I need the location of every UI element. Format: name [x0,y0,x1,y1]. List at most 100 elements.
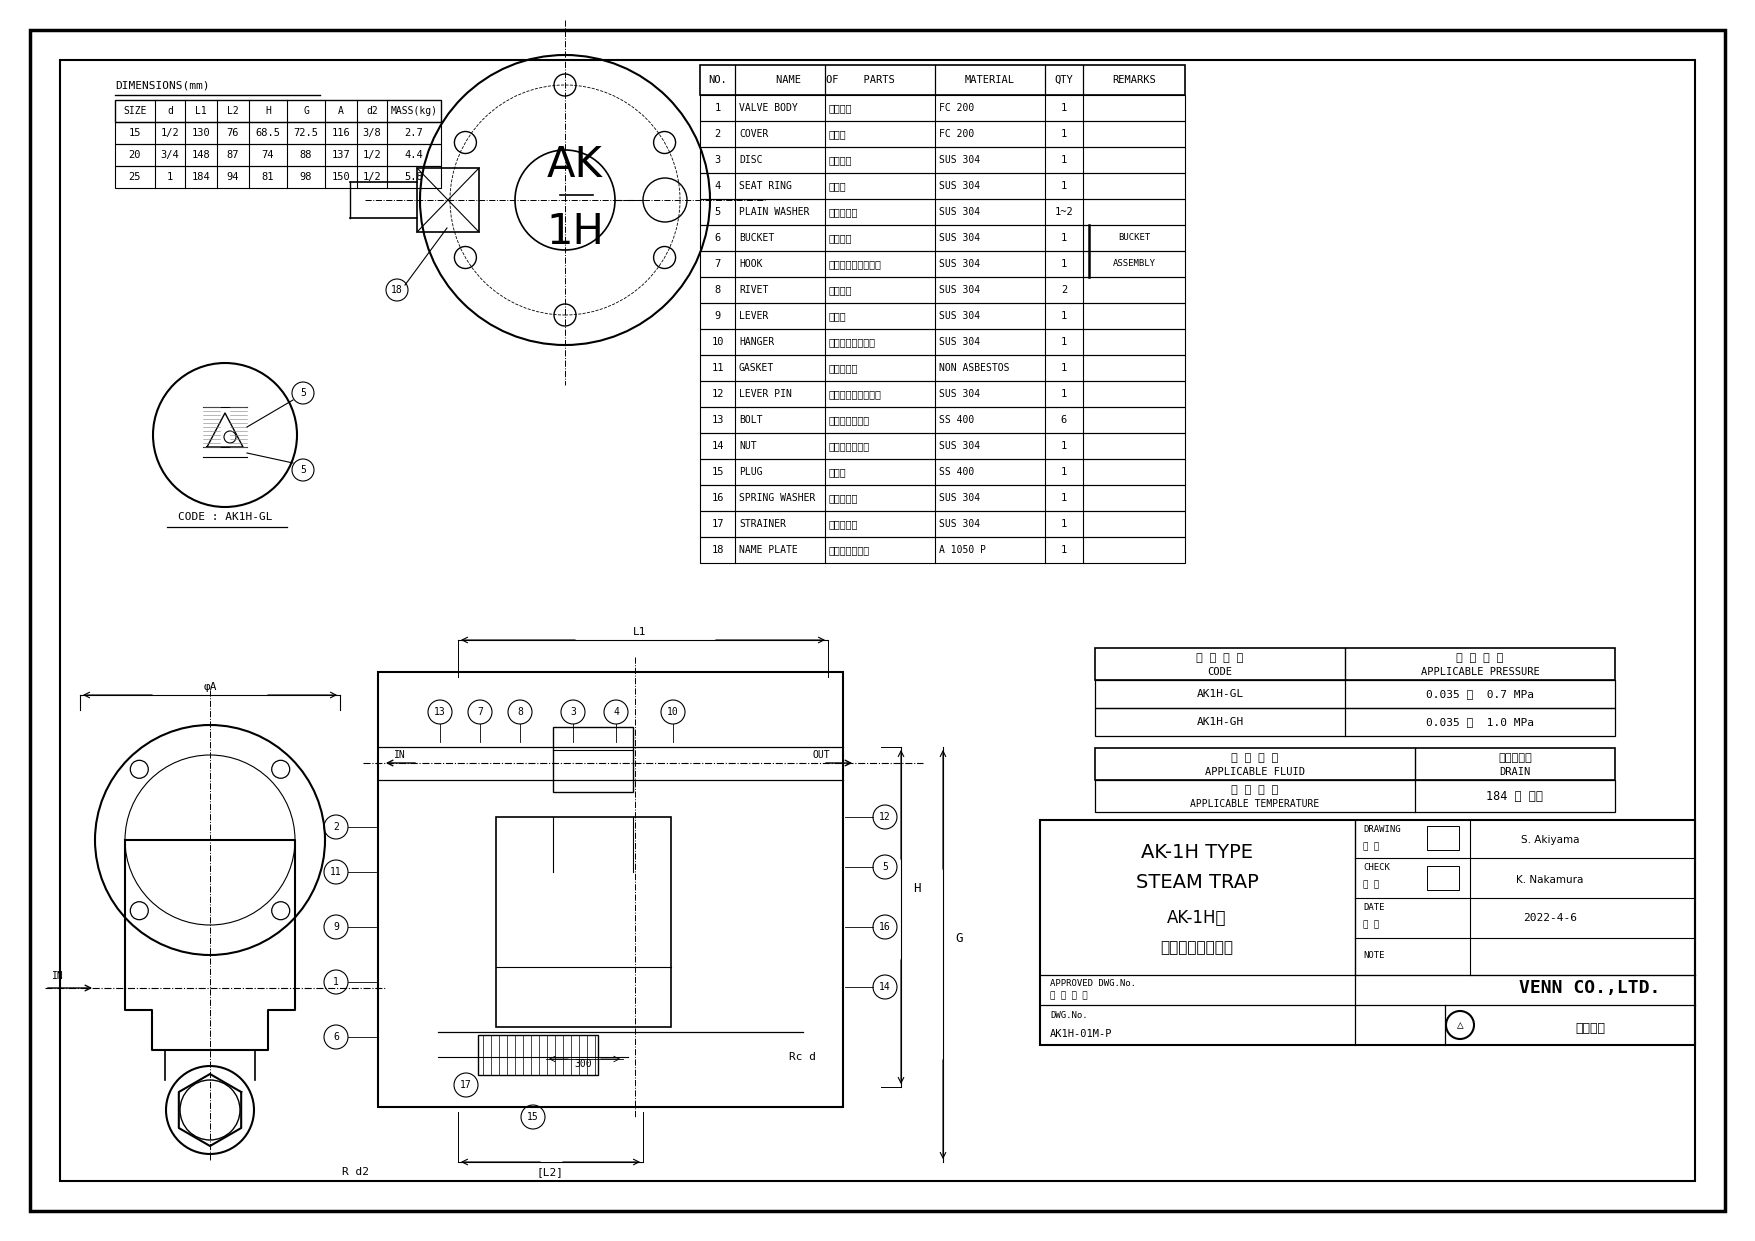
Text: AK1H-GL: AK1H-GL [1197,689,1244,699]
Text: 14: 14 [711,441,723,450]
Text: 12: 12 [711,388,723,400]
Bar [1095,709,1615,736]
Text: レバートリツケジク: レバートリツケジク [828,388,881,400]
Text: 5: 5 [300,388,305,398]
Bar [1427,827,1458,850]
Text: FC 200: FC 200 [939,129,974,139]
Text: RIVET: RIVET [739,285,769,295]
Bar [700,511,1185,537]
Text: 1: 1 [1060,388,1067,400]
Text: カバー: カバー [828,129,846,139]
Text: VALVE BODY: VALVE BODY [739,103,799,113]
Text: S. Akiyama: S. Akiyama [1522,835,1580,845]
Text: SS 400: SS 400 [939,414,974,424]
Text: SUS 304: SUS 304 [939,233,979,243]
Text: SUS 304: SUS 304 [939,155,979,165]
Text: BUCKET: BUCKET [1118,233,1150,242]
Text: IN: IN [395,750,405,759]
Text: 株式会社: 株式会社 [1574,1021,1606,1035]
Text: 13: 13 [433,707,446,717]
Text: 3/8: 3/8 [363,128,381,138]
Text: SUS 304: SUS 304 [939,388,979,400]
Text: 1: 1 [1060,155,1067,165]
Text: 17: 17 [711,519,723,529]
Text: 1: 1 [1060,441,1067,450]
Text: ストレーナ: ストレーナ [828,519,858,529]
Text: MATERIAL: MATERIAL [965,74,1014,84]
Text: AK1H-GH: AK1H-GH [1197,717,1244,727]
Text: 1: 1 [1060,259,1067,269]
Text: ベンタイ: ベンタイ [828,155,853,165]
Text: 流 体 温 度: 流 体 温 度 [1232,786,1279,795]
Bar [700,172,1185,199]
Text: SUS 304: SUS 304 [939,181,979,191]
Text: L2: L2 [226,105,239,115]
Text: DATE: DATE [1364,903,1385,912]
Text: 150: 150 [332,172,351,182]
Text: 13: 13 [711,414,723,424]
Text: 1: 1 [1060,545,1067,555]
Text: SPRING WASHER: SPRING WASHER [739,493,816,503]
Text: 68.5: 68.5 [256,128,281,138]
Text: バケットツリカナグ: バケットツリカナグ [828,259,881,269]
Text: 18: 18 [711,545,723,555]
Text: ホンタイ: ホンタイ [828,103,853,113]
Text: 2: 2 [1060,285,1067,295]
Text: CODE: CODE [1207,666,1232,678]
Bar [700,329,1185,355]
Text: Rc d: Rc d [790,1052,816,1062]
Text: HOOK: HOOK [739,259,762,269]
Text: DRAIN: DRAIN [1499,767,1530,777]
Text: 16: 16 [711,493,723,503]
Text: ヒラザガネ: ヒラザガネ [828,207,858,217]
Text: QTY: QTY [1055,74,1074,84]
Circle shape [272,902,290,920]
Text: SIZE: SIZE [123,105,147,115]
Bar [700,355,1185,381]
Text: SEAT RING: SEAT RING [739,181,792,191]
Text: H: H [913,882,921,896]
Text: A 1050 P: A 1050 P [939,545,986,555]
Text: 130: 130 [191,128,211,138]
Text: 2: 2 [714,129,721,139]
Text: 適 用 流 体: 適 用 流 体 [1232,753,1279,763]
Text: 1: 1 [333,977,339,987]
Text: φA: φA [204,683,218,692]
Text: DISC: DISC [739,155,762,165]
Bar [700,65,1185,96]
Circle shape [272,761,290,778]
Text: 74: 74 [261,150,274,160]
Text: CODE : AK1H-GL: CODE : AK1H-GL [177,513,272,522]
Text: FC 200: FC 200 [939,103,974,113]
Text: ネームプレート: ネームプレート [828,545,870,555]
Text: ガスケット: ガスケット [828,364,858,374]
Text: AK1H-01M-P: AK1H-01M-P [1049,1029,1113,1039]
Text: R d2: R d2 [342,1167,370,1176]
Text: SUS 304: SUS 304 [939,285,979,295]
Text: 適 用 圧 力: 適 用 圧 力 [1457,653,1504,663]
Bar [700,199,1185,225]
Text: 1: 1 [1060,103,1067,113]
Text: K. Nakamura: K. Nakamura [1516,875,1583,885]
Text: 76: 76 [226,128,239,138]
Bar [116,144,441,166]
Text: 1: 1 [1060,519,1067,529]
Bar [418,168,479,232]
Text: △: △ [1457,1020,1464,1030]
Bar [1095,648,1615,680]
Text: 148: 148 [191,150,211,160]
Text: DWG.No.: DWG.No. [1049,1011,1088,1020]
Text: レバー: レバー [828,311,846,321]
Bar [1427,866,1458,890]
Text: LEVER: LEVER [739,311,769,321]
Text: 10: 10 [667,707,679,717]
Text: 2: 2 [333,822,339,831]
Text: 0.035 ～  0.7 MPa: 0.035 ～ 0.7 MPa [1427,689,1534,699]
Text: 4: 4 [714,181,721,191]
Text: 87: 87 [226,150,239,160]
Bar [700,225,1185,251]
Text: NO.: NO. [707,74,727,84]
Text: 9: 9 [714,311,721,321]
Text: ベンザ: ベンザ [828,181,846,191]
Circle shape [130,761,147,778]
